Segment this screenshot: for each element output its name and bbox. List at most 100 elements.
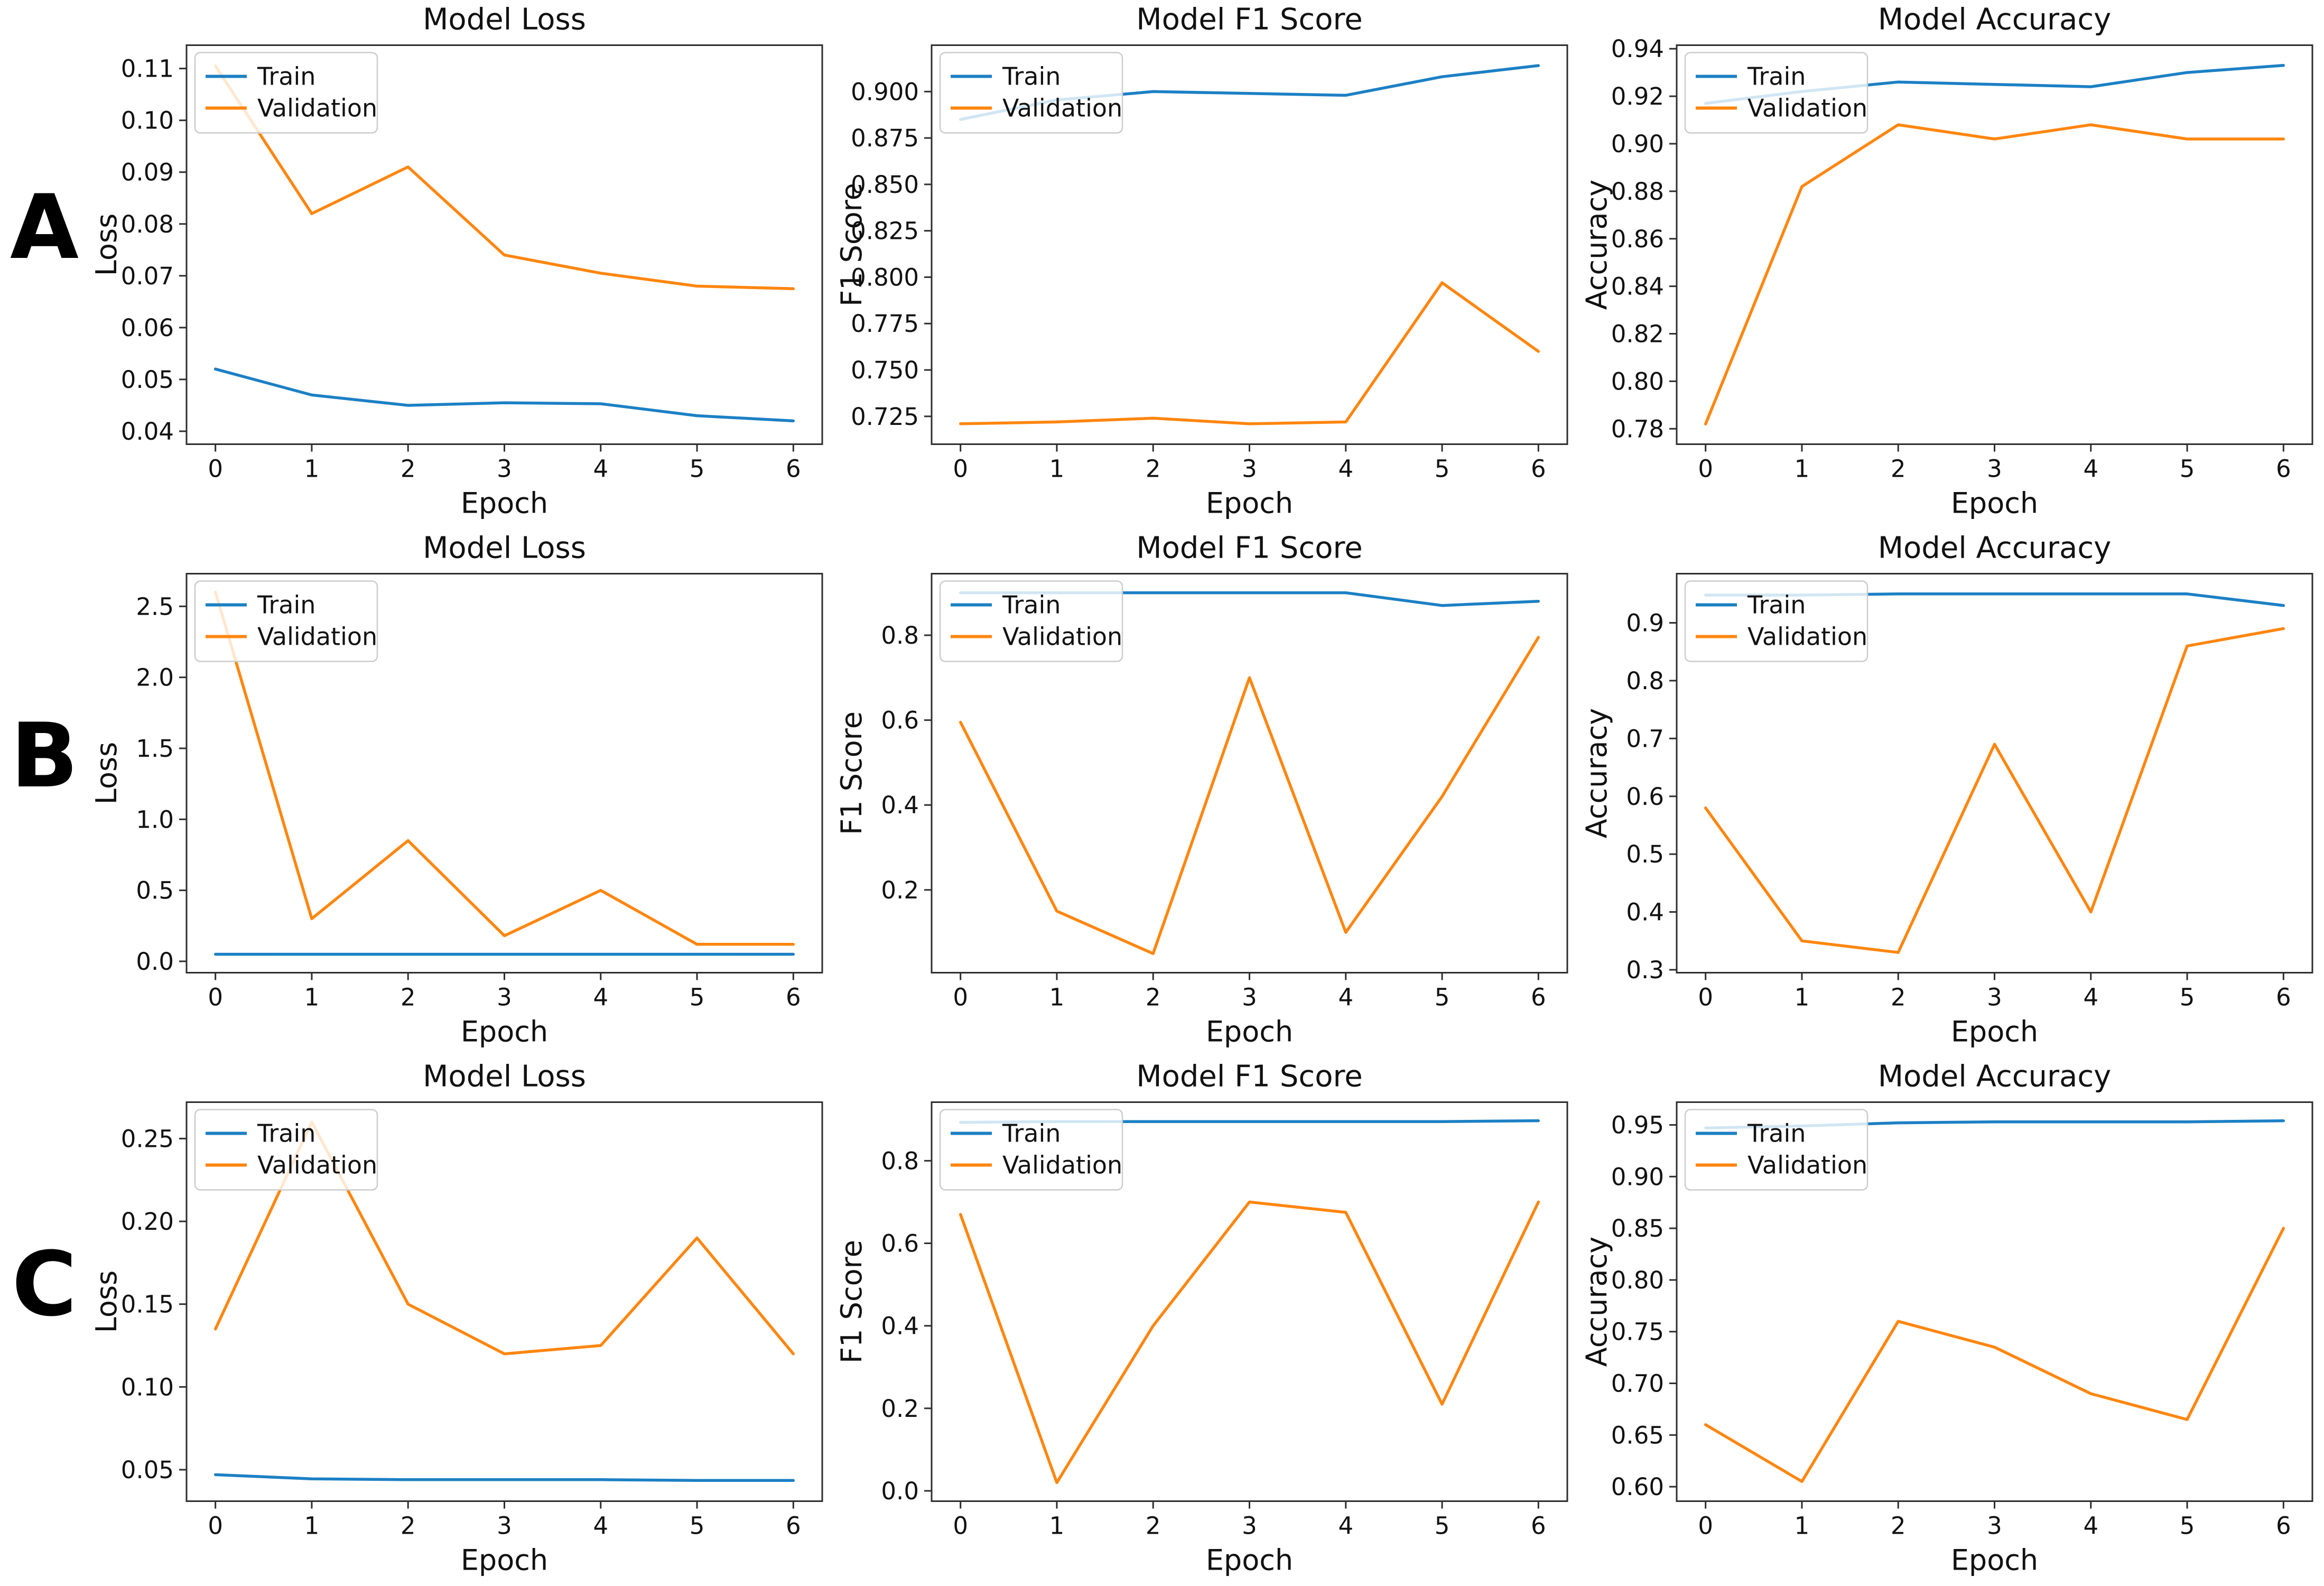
chart-svg: Model AccuracyEpochAccuracy0.600.650.700… xyxy=(1580,1060,2313,1577)
svg-text:0.80: 0.80 xyxy=(1611,367,1664,395)
svg-text:0.900: 0.900 xyxy=(851,78,919,106)
tick-labels: 0.3 0.4 0.5 0.6 0.7 0.8 0.9 0 1 2 3 4 5 6 xyxy=(1626,609,2291,1012)
svg-text:0: 0 xyxy=(1698,1512,1713,1540)
legend: Train Validation xyxy=(1684,1109,1869,1191)
svg-text:3: 3 xyxy=(497,984,512,1012)
x-axis-label: Epoch xyxy=(1951,1015,2038,1049)
svg-text:0.750: 0.750 xyxy=(851,356,919,384)
legend-train-label: Train xyxy=(1747,591,1806,619)
svg-text:0.94: 0.94 xyxy=(1611,35,1664,63)
validation-line xyxy=(959,1200,1540,1485)
svg-text:5: 5 xyxy=(1435,984,1450,1012)
legend-train-label: Train xyxy=(1002,1119,1061,1148)
chart-a-accuracy: Model Accuracy Epoch Accuracy 0.78 0.80 0.82 0… xyxy=(1579,0,2324,528)
svg-text:0.2: 0.2 xyxy=(881,876,919,904)
tick-labels: 0.05 0.10 0.15 0.20 0.25 0 1 2 3 4 5 6 xyxy=(121,1125,801,1539)
svg-text:0.9: 0.9 xyxy=(1626,609,1664,637)
row-b: B Model Loss Epoch Loss 0.0 0.5 1.0 1.5 2.0 2.5 0… xyxy=(0,528,2324,1057)
legend: Train Validation xyxy=(194,1109,378,1191)
svg-text:5: 5 xyxy=(1435,1512,1450,1540)
tick-labels: 0.0 0.2 0.4 0.6 0.8 0 1 2 3 4 5 6 xyxy=(881,1147,1546,1539)
svg-text:0.8: 0.8 xyxy=(881,1147,919,1175)
svg-text:0.90: 0.90 xyxy=(1611,1163,1664,1191)
chart-title: Model Loss xyxy=(423,3,586,37)
svg-text:0.2: 0.2 xyxy=(881,1395,919,1423)
svg-text:2: 2 xyxy=(1891,1512,1906,1540)
svg-text:0.04: 0.04 xyxy=(121,418,174,446)
validation-line xyxy=(959,281,1540,425)
y-axis-label: F1 Score xyxy=(835,183,868,307)
svg-text:1: 1 xyxy=(1795,984,1810,1012)
chart-a-loss: Model Loss Epoch Loss 0.04 0.05 0.06 0.07 0.08 0… xyxy=(89,0,834,528)
chart-svg: Model LossEpochLoss0.040.050.060.070.080… xyxy=(90,3,823,520)
y-axis-label: Accuracy xyxy=(1580,180,1613,310)
svg-text:0.4: 0.4 xyxy=(881,1312,919,1340)
svg-text:6: 6 xyxy=(1531,1512,1546,1540)
y-axis-label: Loss xyxy=(90,1270,123,1333)
chart-svg: Model Loss Epoch Loss 0.0 0.5 1.0 1.5 2.0 2.5 0 1 2… xyxy=(90,531,823,1049)
tick-labels: 0.04 0.05 0.06 0.07 0.08 0.09 0.10 0.11 0 1 2 3 4 5 6 xyxy=(121,55,801,483)
chart-a-f1: Model F1 Score Epoch F1 Score 0.725 0.750 0.7… xyxy=(834,0,1579,528)
svg-text:0.84: 0.84 xyxy=(1611,273,1664,301)
svg-text:4: 4 xyxy=(593,984,608,1012)
validation-line xyxy=(1704,123,2285,426)
chart-title: Model Loss xyxy=(423,531,586,565)
svg-text:0.78: 0.78 xyxy=(1611,415,1664,443)
tick-marks xyxy=(924,1160,1539,1509)
svg-text:2.5: 2.5 xyxy=(136,592,174,620)
svg-text:0.6: 0.6 xyxy=(881,1230,919,1258)
row-label-c: C xyxy=(12,1232,77,1336)
svg-text:0.875: 0.875 xyxy=(851,124,919,152)
tick-marks xyxy=(1669,1124,2284,1509)
x-axis-label: Epoch xyxy=(461,1544,548,1577)
legend-validation-label: Validation xyxy=(257,623,377,651)
chart-title: Model F1 Score xyxy=(1136,1060,1362,1094)
svg-text:0.86: 0.86 xyxy=(1611,225,1664,253)
svg-text:1: 1 xyxy=(1049,1512,1065,1540)
svg-text:0.20: 0.20 xyxy=(121,1208,174,1236)
svg-text:4: 4 xyxy=(2083,455,2098,483)
x-axis-label: Epoch xyxy=(461,1015,548,1049)
legend-validation-label: Validation xyxy=(1747,623,1867,651)
tick-marks xyxy=(1669,48,2284,452)
svg-text:0.92: 0.92 xyxy=(1611,82,1664,110)
svg-text:0.850: 0.850 xyxy=(851,171,919,199)
tick-labels: 0.60 0.65 0.70 0.75 0.80 0.85 0.90 0.95 0 1 2 3 4 5 6 xyxy=(1611,1111,2291,1540)
chart-c-accuracy: Model Accuracy Epoch Accuracy 0.60 0.65 0.70 0… xyxy=(1579,1057,2324,1585)
svg-text:0: 0 xyxy=(208,1512,223,1540)
y-axis-label: F1 Score xyxy=(835,711,868,835)
chart-b-accuracy: Model Accuracy Epoch Accuracy 0.3 0.4 0.5 0.6 0… xyxy=(1579,528,2324,1057)
plot-border xyxy=(185,44,823,445)
svg-text:0.65: 0.65 xyxy=(1611,1421,1664,1449)
tick-labels: 0.2 0.4 0.6 0.8 0 1 2 3 4 5 6 xyxy=(881,622,1546,1012)
svg-text:3: 3 xyxy=(1242,984,1257,1012)
chart-title: Model Accuracy xyxy=(1878,3,2112,37)
svg-text:2.0: 2.0 xyxy=(136,664,174,692)
tick-labels: 0.78 0.80 0.82 0.84 0.86 0.88 0.90 0.92 0.94 0 1 2 3… xyxy=(1611,35,2291,483)
svg-text:0.5: 0.5 xyxy=(136,877,174,905)
svg-text:6: 6 xyxy=(2276,1512,2291,1540)
svg-text:0: 0 xyxy=(208,984,223,1012)
svg-text:0: 0 xyxy=(953,1512,968,1540)
validation-line xyxy=(213,590,795,946)
row-label-b: B xyxy=(10,704,79,808)
x-axis-label: Epoch xyxy=(1951,1544,2038,1577)
svg-text:2: 2 xyxy=(1146,455,1161,483)
svg-text:5: 5 xyxy=(2180,984,2195,1012)
svg-text:1: 1 xyxy=(304,455,320,483)
legend-train-label: Train xyxy=(1747,1119,1806,1148)
svg-text:3: 3 xyxy=(497,1512,512,1540)
legend-train-label: Train xyxy=(257,591,315,619)
plot-border xyxy=(1676,44,2313,445)
svg-text:0: 0 xyxy=(1698,455,1713,483)
svg-text:4: 4 xyxy=(593,455,608,483)
svg-text:5: 5 xyxy=(690,984,705,1012)
svg-text:0.15: 0.15 xyxy=(121,1291,174,1319)
svg-text:2: 2 xyxy=(1146,984,1161,1012)
chart-svg: Model AccuracyEpochAccuracy0.30.40.50.60… xyxy=(1580,531,2313,1049)
legend: Train Validation xyxy=(1684,580,1869,662)
legend-train-label: Train xyxy=(1747,62,1806,91)
svg-text:0.7: 0.7 xyxy=(1626,725,1664,753)
tick-marks xyxy=(179,605,794,980)
